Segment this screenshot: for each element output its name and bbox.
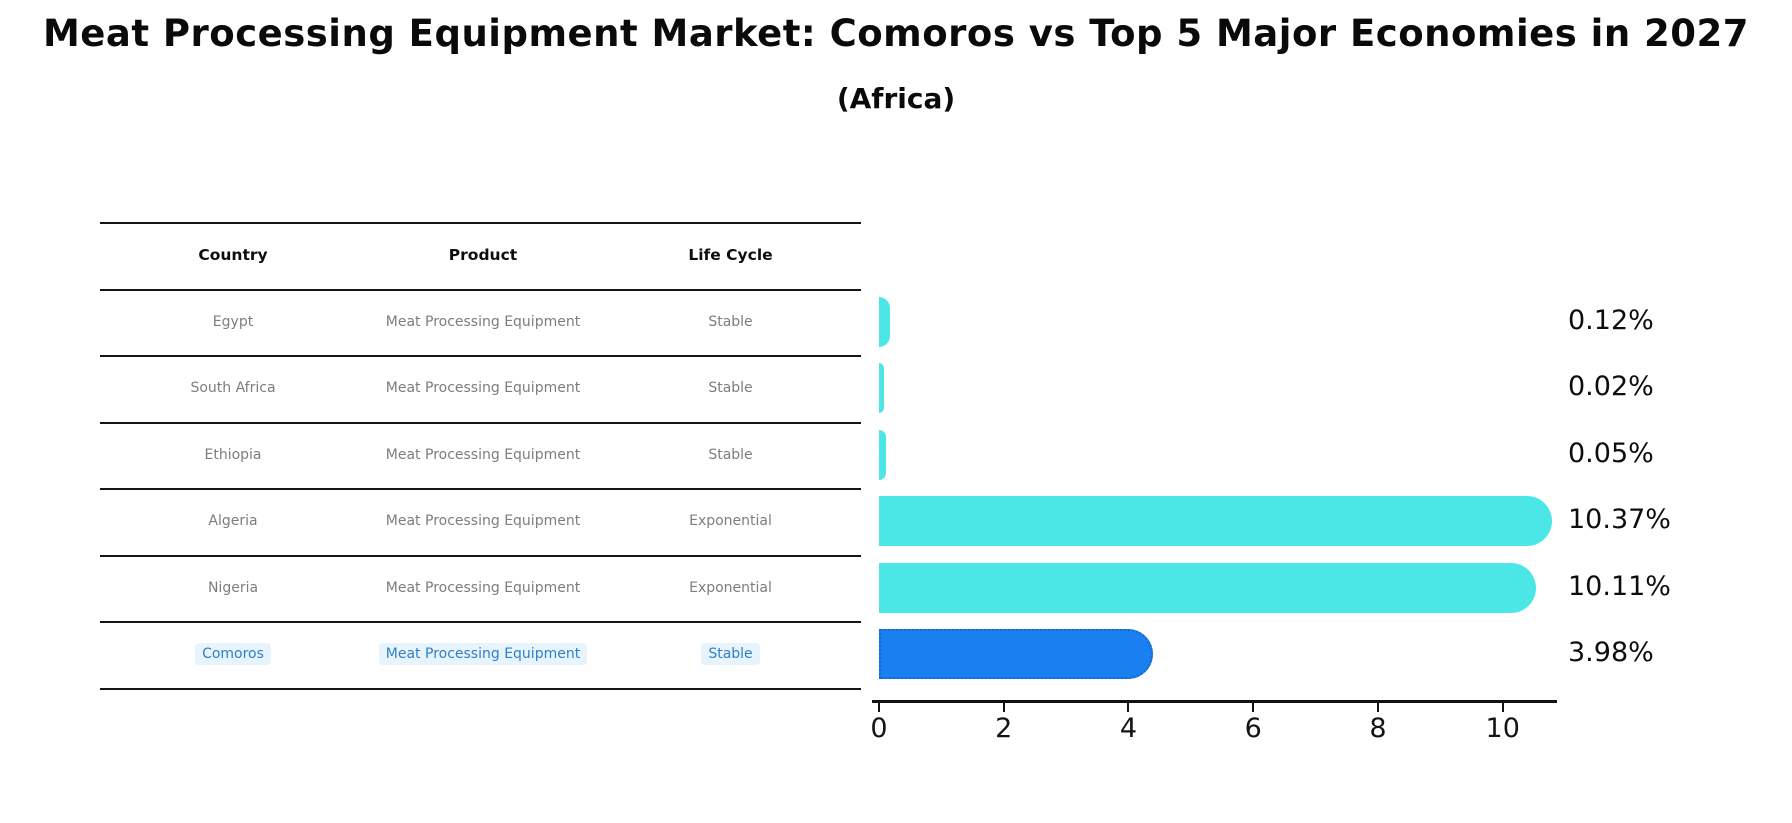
table-row-line	[100, 554, 861, 557]
table-row-line	[100, 288, 861, 291]
x-axis-tick	[1376, 702, 1379, 712]
table-top-line	[100, 222, 861, 224]
bar-value-label: 3.98%	[1568, 637, 1654, 669]
x-axis-tick	[1127, 702, 1130, 712]
bar-value-label: 10.37%	[1568, 504, 1671, 536]
table-cell-country: Nigeria	[207, 579, 259, 596]
table-row-line	[100, 488, 861, 490]
table-bottom-line	[100, 687, 861, 690]
x-axis-tick-label: 0	[870, 713, 888, 744]
table-cell-country: Comoros	[100, 642, 366, 666]
x-axis-tick-label: 10	[1485, 713, 1520, 744]
table-cell-country: Egypt	[212, 313, 254, 330]
highlighted-cell-text: Stable	[701, 643, 760, 666]
table-cell-lifecycle: Stable	[600, 642, 861, 666]
table-header-product: Product	[448, 246, 518, 264]
bar-value-label: 0.05%	[1568, 437, 1654, 469]
table-cell-product: Meat Processing Equipment	[385, 313, 581, 330]
x-axis-line	[872, 700, 1557, 703]
bar-value-label: 10.11%	[1568, 570, 1671, 602]
table-cell-lifecycle: Stable	[708, 446, 753, 463]
table-header-lifecycle: Life Cycle	[688, 246, 773, 264]
table-cell-lifecycle: Stable	[708, 380, 753, 397]
table-cell-product: Meat Processing Equipment	[385, 579, 581, 596]
table-cell-product: Meat Processing Equipment	[385, 380, 581, 397]
table-row-line	[100, 421, 861, 424]
table-row-line	[100, 355, 861, 357]
bar-egypt	[879, 296, 891, 347]
x-axis-tick	[1002, 702, 1005, 712]
bar-algeria	[879, 496, 1552, 547]
x-axis-tick-label: 2	[995, 713, 1013, 744]
highlighted-cell-text: Comoros	[195, 643, 271, 666]
table-cell-country: Ethiopia	[204, 446, 262, 463]
bar-value-label: 0.02%	[1568, 371, 1654, 403]
table-cell-product: Meat Processing Equipment	[366, 642, 600, 666]
bar-comoros-highlight	[879, 629, 1154, 680]
chart-title: Meat Processing Equipment Market: Comoro…	[42, 12, 1750, 55]
bar-south-africa	[879, 363, 885, 414]
x-axis-tick	[1501, 702, 1504, 712]
table-cell-product: Meat Processing Equipment	[385, 513, 581, 530]
table-row-line	[100, 621, 861, 623]
x-axis-tick-label: 4	[1119, 713, 1138, 744]
highlighted-cell-text: Meat Processing Equipment	[378, 643, 588, 666]
table-cell-lifecycle: Exponential	[689, 579, 772, 596]
bar-ethiopia	[879, 429, 887, 480]
table-cell-lifecycle: Stable	[708, 313, 753, 330]
bar-nigeria	[879, 562, 1536, 613]
x-axis-tick	[878, 702, 880, 712]
x-axis-tick	[1252, 702, 1255, 712]
table-header-country: Country	[198, 246, 268, 264]
table-cell-country: South Africa	[190, 380, 276, 397]
x-axis-tick-label: 6	[1244, 713, 1262, 744]
x-axis-tick-label: 8	[1369, 713, 1387, 744]
table-cell-country: Algeria	[208, 513, 258, 530]
table-cell-product: Meat Processing Equipment	[385, 446, 581, 463]
table-cell-lifecycle: Exponential	[689, 513, 772, 530]
bar-value-label: 0.12%	[1568, 304, 1654, 336]
chart-subtitle: (Africa)	[836, 82, 956, 115]
